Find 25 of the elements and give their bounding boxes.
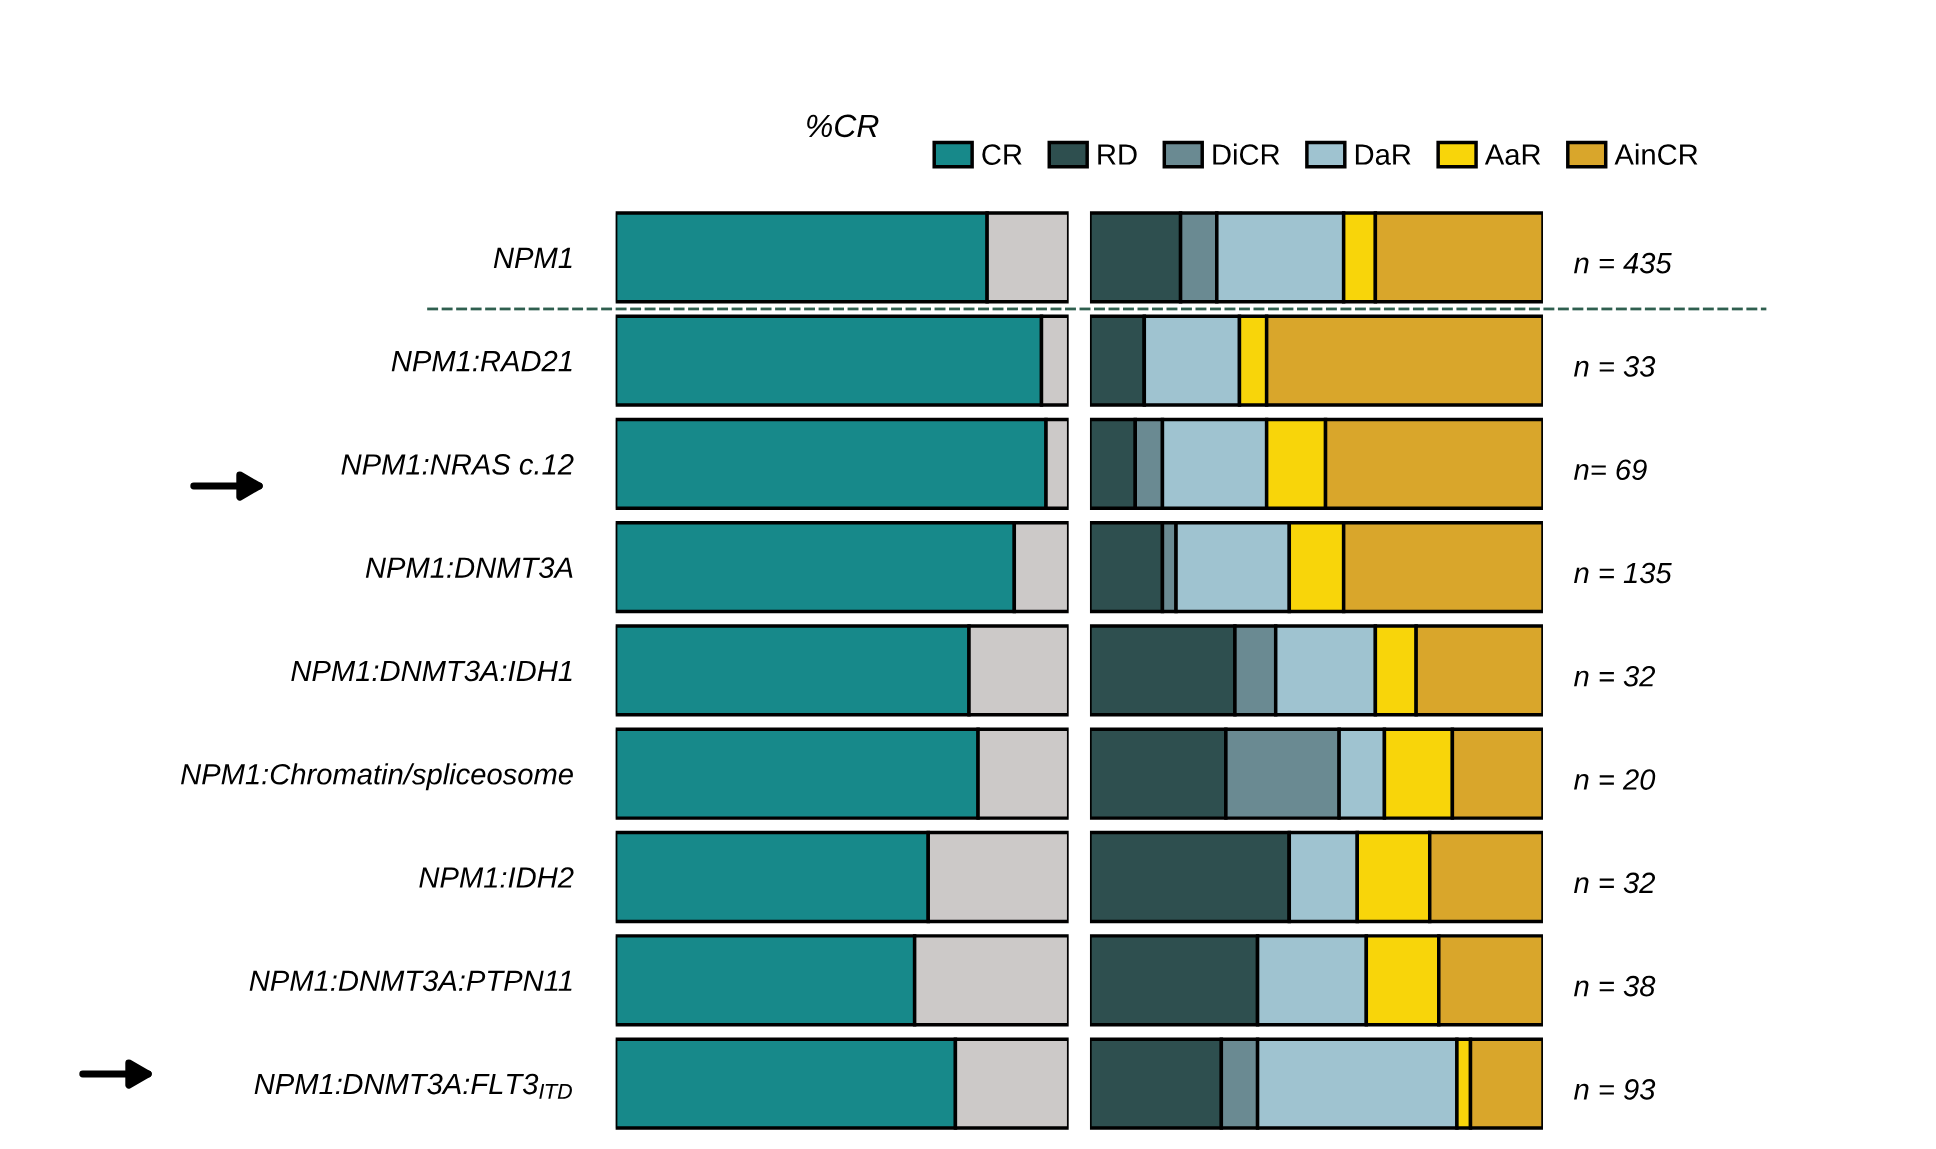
y-tick-label: NPM1:DNMT3A xyxy=(365,557,573,579)
text: n = 20 xyxy=(1574,769,1656,790)
y-tick-label: NPM1:RAD21 xyxy=(391,350,572,372)
text: n = 435 xyxy=(1574,252,1672,274)
text: n= 69 xyxy=(1574,459,1647,481)
y-tick-label: NPM1:DNMT3A:PTPN11 xyxy=(249,970,572,992)
y-tick-label: NPM1:NRAS c.12 xyxy=(341,454,574,475)
legend-label: AaR xyxy=(1484,144,1541,165)
text: n = 32 xyxy=(1574,665,1656,687)
y-tick-label: NPM1:Chromatin/spliceosome xyxy=(181,763,573,791)
y-tick-label: NPM1:DNMT3A:IDH1 xyxy=(291,660,572,682)
y-tick-label: NPM1:DNMT3A:FLT3$_{ITD}$ xyxy=(254,1073,572,1099)
series-label: RD xyxy=(1098,144,1137,165)
series-label: DaR xyxy=(1355,144,1411,165)
text: n = 38 xyxy=(1574,975,1656,997)
y-tick-label: NPM1 xyxy=(493,247,572,268)
text: n = 33 xyxy=(1574,356,1656,377)
legend-label: AinCR xyxy=(1614,143,1698,165)
series-label: DiCR xyxy=(1213,143,1280,165)
legend-label: CR xyxy=(982,144,1022,165)
chart-title: %CR xyxy=(807,114,879,138)
text: n = 93 xyxy=(1574,1079,1656,1100)
y-tick-label: NPM1:IDH2 xyxy=(419,867,574,888)
text: n = 135 xyxy=(1574,562,1672,584)
text: n = 32 xyxy=(1574,872,1656,894)
